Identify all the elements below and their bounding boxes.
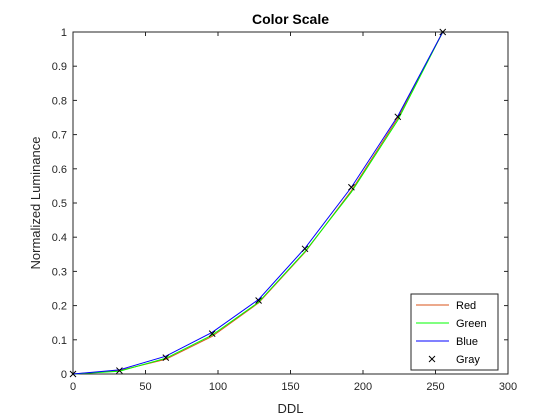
data-point-gray — [162, 354, 170, 361]
marker-stroke — [428, 355, 436, 363]
data-point-gray — [301, 245, 309, 253]
legend: Red Green Blue Gray — [410, 293, 499, 371]
marker-stroke — [69, 370, 77, 378]
x-tick-label: 250 — [426, 381, 444, 393]
x-tick-label: 300 — [499, 381, 517, 393]
legend-label-gray: Gray — [456, 354, 480, 366]
marker-stroke — [348, 183, 355, 191]
marker-stroke — [301, 245, 309, 253]
y-tick-label: 0.7 — [52, 130, 67, 142]
marker-stroke — [439, 28, 447, 36]
y-tick-label: 0.1 — [52, 335, 67, 347]
x-axis-label: DDL — [277, 401, 303, 416]
x-tick-label: 50 — [139, 381, 151, 393]
y-axis-label: Normalized Luminance — [28, 137, 43, 270]
legend-label-green: Green — [456, 318, 487, 330]
x-tick-label: 100 — [209, 381, 227, 393]
chart-title: Color Scale — [252, 11, 329, 27]
data-point-gray — [116, 367, 123, 374]
y-tick-label: 0.2 — [52, 301, 67, 313]
y-tick-label: 1 — [61, 27, 67, 39]
x-tick-label: 200 — [354, 381, 372, 393]
data-point-gray — [208, 330, 216, 337]
legend-swatch-gray — [428, 355, 436, 363]
x-tick-label: 0 — [70, 381, 76, 393]
marker-stroke — [116, 367, 123, 374]
y-tick-label: 0 — [61, 369, 67, 381]
series-line-blue — [72, 31, 444, 375]
y-tick-label: 0.3 — [52, 266, 67, 278]
y-tick-label: 0.9 — [52, 61, 67, 73]
marker-stroke — [162, 354, 170, 361]
marker-stroke — [208, 330, 216, 337]
data-point-gray — [348, 183, 355, 191]
data-point-gray — [69, 370, 77, 378]
legend-label-blue: Blue — [456, 336, 478, 348]
series-line-green — [72, 31, 444, 375]
legend-box — [410, 293, 499, 371]
y-tick-label: 0.4 — [52, 232, 67, 244]
marker-stroke — [394, 113, 402, 121]
legend-label-red: Red — [456, 300, 476, 312]
y-tick-label: 0.6 — [52, 164, 67, 176]
y-tick-label: 0.5 — [52, 198, 67, 210]
data-point-gray — [255, 297, 262, 304]
x-tick-label: 150 — [281, 381, 299, 393]
data-point-gray — [394, 113, 402, 121]
marker-stroke — [255, 297, 262, 304]
data-point-gray — [439, 28, 447, 36]
y-tick-label: 0.8 — [52, 95, 67, 107]
